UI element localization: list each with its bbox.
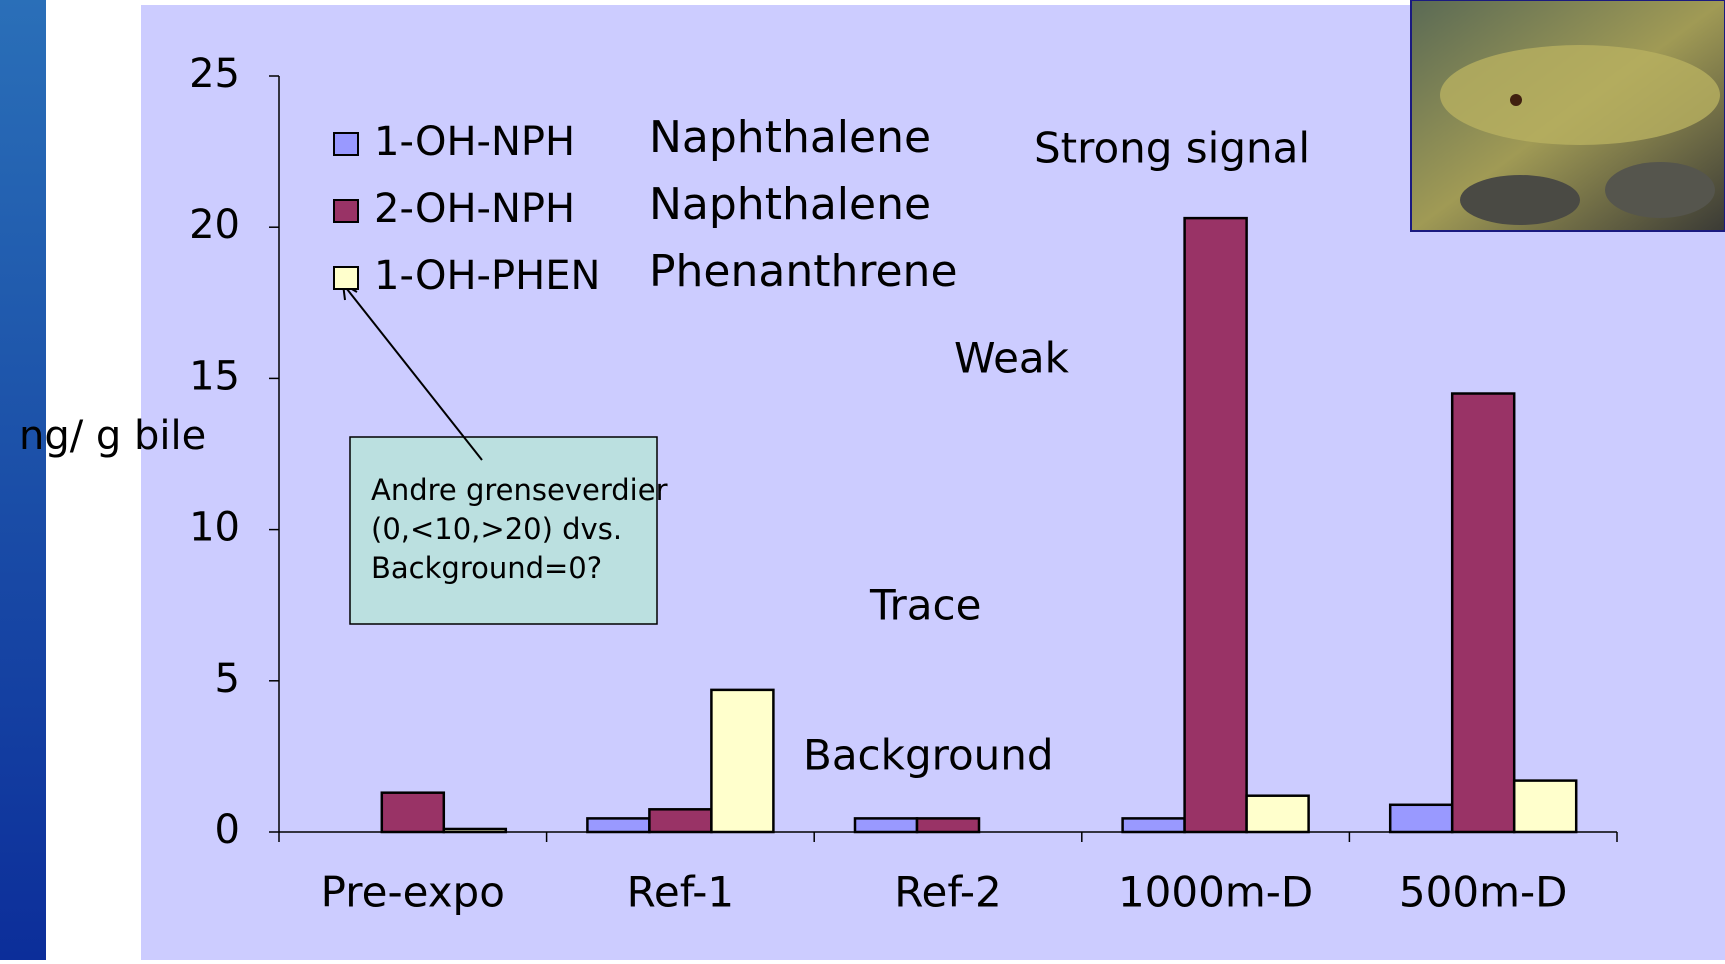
bar bbox=[380, 791, 446, 834]
y-tick-label: 15 bbox=[189, 353, 240, 399]
x-tick-label: Ref-1 bbox=[627, 868, 735, 917]
bar bbox=[710, 688, 775, 834]
legend-label: 1-OH-NPH bbox=[374, 119, 575, 165]
note-text: Andre grenseverdier bbox=[371, 473, 668, 507]
bar bbox=[586, 817, 651, 834]
y-tick-label: 10 bbox=[189, 505, 240, 551]
bar bbox=[442, 827, 508, 834]
x-tick-label: 500m-D bbox=[1399, 868, 1568, 917]
bar bbox=[853, 817, 919, 834]
bar bbox=[1121, 817, 1186, 834]
fish-photo bbox=[1410, 0, 1725, 232]
bar bbox=[648, 808, 713, 834]
y-tick-label: 0 bbox=[215, 807, 240, 853]
x-tick-label: Ref-2 bbox=[894, 868, 1002, 917]
note-arrow bbox=[342, 283, 483, 461]
legend-label: 1-OH-PHEN bbox=[374, 253, 600, 299]
legend-description: Naphthalene bbox=[649, 179, 931, 230]
annotation: Weak bbox=[954, 334, 1070, 383]
bar bbox=[915, 817, 981, 834]
bar bbox=[1183, 216, 1248, 834]
legend-label: 2-OH-NPH bbox=[374, 186, 575, 232]
bar bbox=[1450, 392, 1516, 834]
legend-description: Naphthalene bbox=[649, 112, 931, 163]
x-tick-label: Pre-expo bbox=[321, 868, 505, 917]
note-box bbox=[349, 436, 658, 625]
bar bbox=[1388, 803, 1454, 834]
note-text: (0,<10,>20) dvs. bbox=[371, 512, 622, 546]
legend-swatch bbox=[333, 132, 359, 156]
x-tick-label: 1000m-D bbox=[1118, 868, 1313, 917]
note-text: Background=0? bbox=[371, 551, 602, 585]
y-tick-label: 5 bbox=[215, 656, 240, 702]
bar bbox=[1512, 779, 1578, 834]
legend-description: Phenanthrene bbox=[649, 246, 958, 297]
annotation: Background bbox=[803, 731, 1054, 780]
bar bbox=[1245, 794, 1310, 834]
annotation: Strong signal bbox=[1034, 124, 1310, 173]
y-axis-label: ng/ g bile bbox=[19, 413, 206, 459]
annotation: Trace bbox=[869, 581, 981, 630]
side-strip bbox=[0, 0, 46, 960]
legend-swatch bbox=[333, 199, 359, 223]
legend-swatch bbox=[333, 266, 359, 290]
y-tick-label: 20 bbox=[189, 202, 240, 248]
y-tick-label: 25 bbox=[189, 51, 240, 97]
